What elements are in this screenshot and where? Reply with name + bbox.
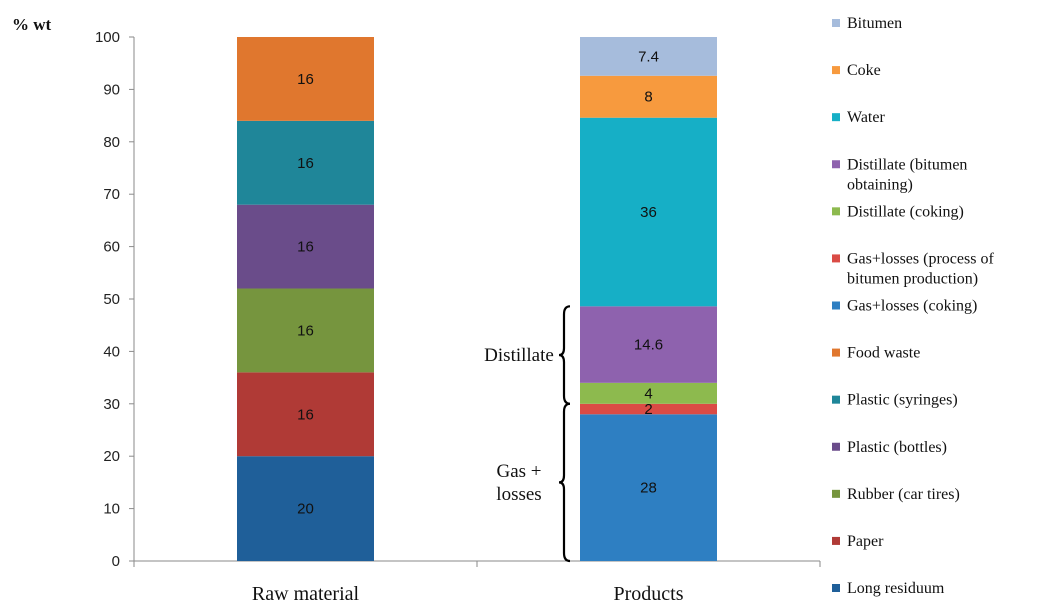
bar-segment-gas-losses-coking (580, 414, 717, 561)
y-tick-label: 80 (103, 134, 120, 151)
y-tick-label: 50 (103, 291, 120, 308)
y-tick-label: 10 (103, 501, 120, 518)
y-tick-label: 60 (103, 239, 120, 256)
legend-label: Distillate (coking) (847, 203, 964, 220)
data-label: 16 (297, 155, 314, 172)
y-tick-label: 30 (103, 396, 120, 413)
data-label: 20 (297, 501, 314, 518)
y-tick-label: 70 (103, 186, 120, 203)
data-label: 7.4 (638, 48, 659, 65)
legend: Bitumen Coke Water Distillate (bitumen obtai… (832, 15, 994, 597)
legend-swatch (832, 584, 840, 592)
data-label: 8 (644, 89, 652, 106)
bar-segment-distillate-bitumen-obtaining (580, 306, 717, 383)
bar-segment-food-waste (237, 37, 374, 121)
legend-label: Distillate (bitumen (847, 156, 967, 173)
x-tick-label: Raw material (252, 583, 360, 603)
legend-swatch (832, 395, 840, 404)
data-label: 28 (640, 480, 657, 497)
bar-segment-gas-losses-process-of-bitumen-production (580, 403, 717, 415)
data-label: 16 (297, 322, 314, 339)
legend-label: Paper (847, 533, 884, 550)
data-label: 16 (297, 239, 314, 256)
legend-label: Bitumen (847, 15, 902, 32)
y-tick-label: 20 (103, 448, 120, 465)
legend-swatch (832, 113, 840, 122)
bar-segment-coke (580, 75, 717, 118)
legend-label: Plastic (syringes) (847, 392, 958, 409)
legend-swatch (832, 66, 840, 75)
bar-segment-bitumen (580, 37, 717, 76)
bar-segment-long-residuum (237, 456, 374, 561)
annotations: Distillate Gas +losses (484, 305, 571, 563)
annotation-brace (558, 305, 571, 405)
legend-label: Plastic (bottles) (847, 439, 947, 456)
annotation-label: Distillate (484, 345, 554, 366)
legend-swatch (832, 536, 840, 545)
data-label: 4 (644, 385, 652, 402)
axes: 0 10 20 30 40 50 60 70 80 90 100 Raw material Produc… (95, 29, 821, 603)
annotation-label: losses (496, 484, 541, 505)
bar-segment-plastic-bottles (237, 204, 374, 289)
annotation-brace (558, 402, 571, 563)
data-label: 36 (640, 204, 657, 221)
legend-label: Coke (847, 62, 881, 79)
data-label: 16 (297, 406, 314, 423)
legend-label: Gas+losses (process of (847, 250, 994, 267)
bar-segment-paper (237, 372, 374, 457)
legend-label: bitumen production) (847, 270, 978, 287)
legend-label: Water (847, 109, 885, 126)
bar-segment-rubber-car-tires (237, 288, 374, 373)
legend-label: obtaining) (847, 176, 913, 193)
legend-swatch (832, 442, 840, 451)
legend-label: Gas+losses (coking) (847, 298, 977, 315)
legend-swatch (832, 348, 840, 357)
legend-swatch (832, 301, 840, 310)
data-label: 16 (297, 71, 314, 88)
y-tick-label: 40 (103, 343, 120, 360)
data-label: 2 (644, 401, 652, 418)
legend-swatch (832, 254, 840, 263)
bar-segment-plastic-syringes (237, 120, 374, 205)
bars: 20 16 16 16 16 16 28 24 14.6 36 8 7.4 (237, 37, 717, 561)
legend-swatch (832, 160, 840, 169)
annotation-label: Gas + (496, 461, 541, 482)
bar-segment-water (580, 117, 717, 307)
legend-label: Food waste (847, 345, 920, 362)
legend-swatch (832, 489, 840, 498)
x-tick-label: Products (614, 583, 684, 603)
legend-label: Rubber (car tires) (847, 486, 960, 503)
y-tick-label: 90 (103, 81, 120, 98)
legend-label: Long residuum (847, 580, 945, 597)
legend-swatch (832, 207, 840, 216)
bar-segment-distillate-coking (580, 382, 717, 404)
data-label: 14.6 (634, 337, 663, 354)
y-axis-title: % wt (12, 15, 52, 34)
legend-swatch (832, 19, 840, 27)
y-tick-label: 100 (95, 29, 120, 46)
y-tick-label: 0 (112, 553, 120, 570)
